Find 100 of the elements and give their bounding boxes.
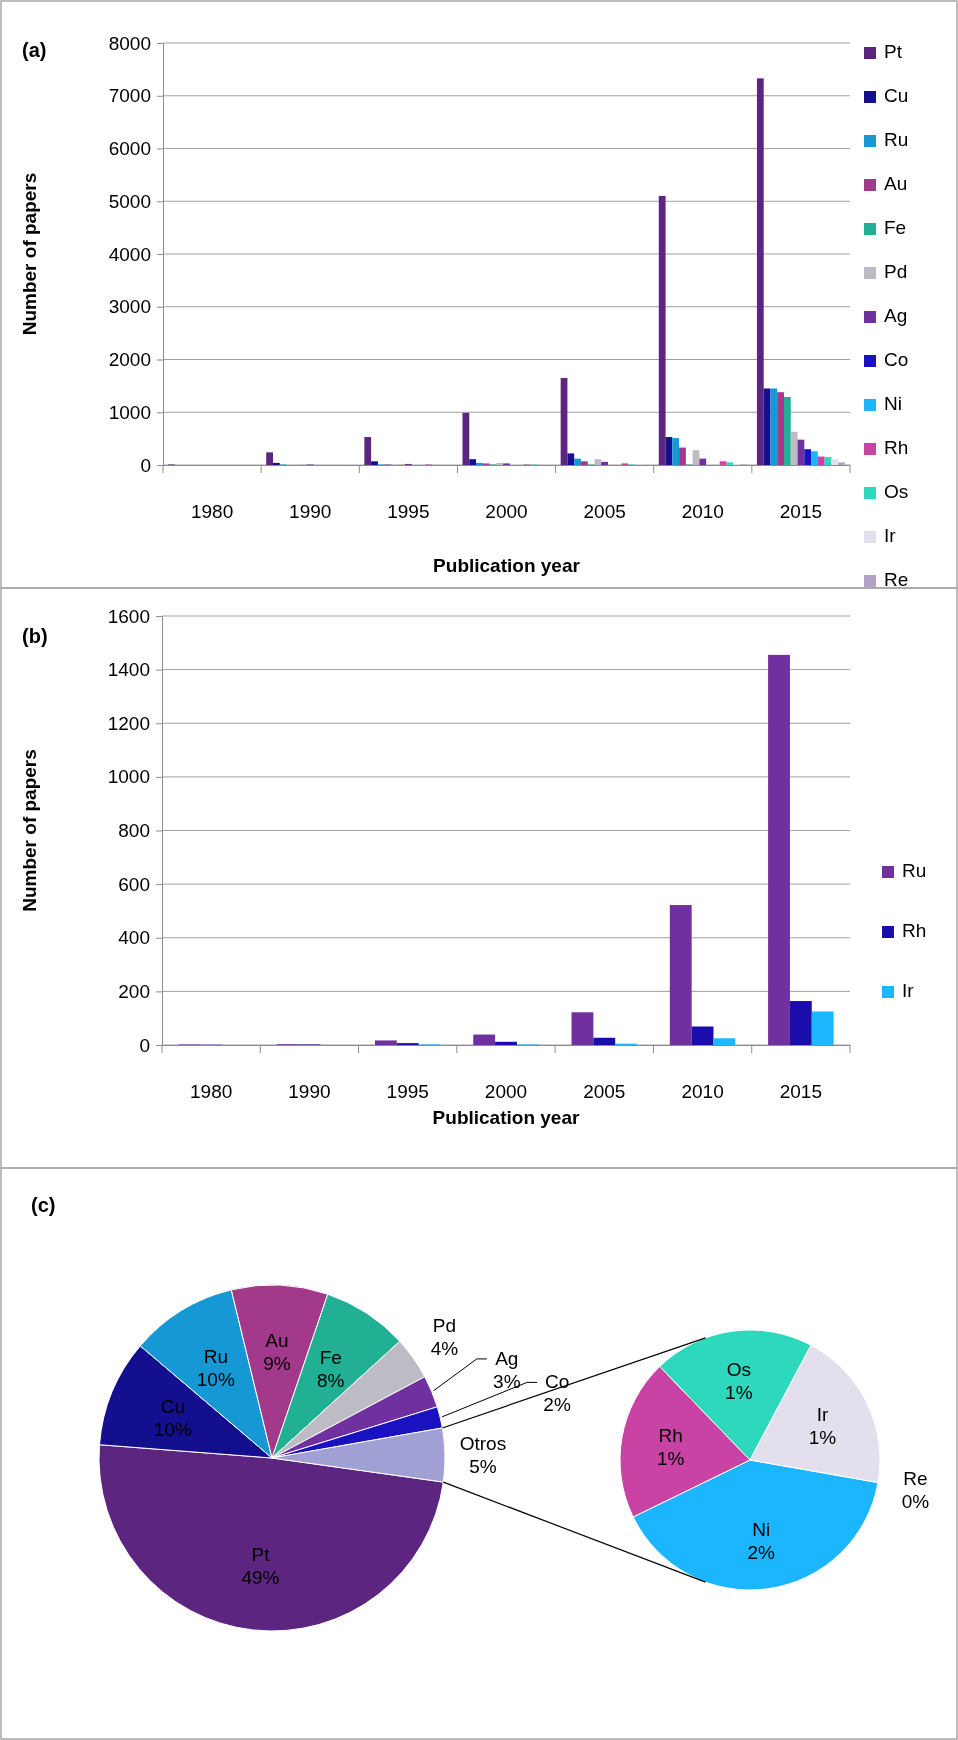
chart-title: (b) [22, 625, 48, 647]
bar [476, 462, 483, 465]
x-tick-label: 2000 [485, 501, 528, 523]
bar [699, 458, 707, 465]
bar [469, 459, 477, 465]
bar [713, 1038, 736, 1045]
legend-label: Os [884, 481, 909, 502]
legend-label: Co [884, 349, 909, 370]
slice-label: Fe [319, 1347, 342, 1369]
legend-label: Ag [884, 305, 908, 326]
bar [371, 461, 378, 465]
bar [831, 459, 839, 465]
chart-title: (a) [22, 39, 47, 61]
bar [672, 438, 680, 465]
legend-label: Ru [884, 129, 909, 150]
y-tick-label: 3000 [108, 296, 151, 318]
legend-label: Ni [884, 393, 902, 414]
bar [571, 1012, 594, 1045]
x-tick-label: 2000 [484, 1081, 528, 1103]
text: 0% [901, 1491, 930, 1513]
bar [658, 195, 666, 465]
bar [719, 461, 727, 465]
slice-label: Os [726, 1359, 751, 1381]
y-tick-label: 400 [118, 927, 150, 949]
x-tick-label: 1995 [387, 501, 430, 523]
x-tick-label: 2015 [779, 501, 823, 523]
x-axis-title: Publication year [433, 555, 581, 576]
slice-label: Co [544, 1371, 570, 1393]
y-tick-label: 1000 [108, 401, 151, 423]
legend-label: Ru [902, 860, 927, 881]
legend-label: Pd [884, 261, 908, 282]
slice-label: Otros [459, 1433, 507, 1455]
bar [593, 1037, 616, 1045]
legend-label: Pt [884, 41, 903, 62]
bar [770, 388, 778, 465]
data-label: 8% [317, 1370, 345, 1392]
bar [496, 462, 504, 465]
y-tick-label: 4000 [108, 243, 151, 265]
x-axis-title: Publication year [432, 1107, 580, 1128]
legend-label: Re [884, 569, 909, 590]
y-tick-label: 1400 [107, 659, 150, 681]
bar [692, 450, 700, 465]
data-label: 1% [656, 1448, 685, 1469]
bar [726, 462, 734, 465]
data-label: 10% [153, 1419, 192, 1441]
data-label: 49% [241, 1566, 280, 1588]
bar [691, 1026, 714, 1045]
x-tick-label: 1990 [288, 1081, 331, 1103]
bar [374, 1040, 397, 1045]
data-label: 3% [493, 1370, 521, 1392]
bar [495, 1041, 517, 1045]
x-tick-label: 1990 [289, 501, 332, 523]
legend-label: Rh [884, 437, 909, 458]
bar [777, 392, 785, 465]
bar [756, 78, 764, 465]
category-label: Re [903, 1468, 928, 1490]
bar [679, 447, 686, 465]
legend-label: Ir [902, 980, 915, 1001]
data-label: 4% [430, 1338, 459, 1360]
x-tick-label: 1980 [190, 501, 234, 523]
y-tick-label: 5000 [108, 190, 151, 212]
bar [804, 449, 812, 465]
legend-label: Ir [884, 525, 897, 546]
bar [364, 437, 372, 465]
y-tick-label: 1200 [107, 712, 150, 734]
data-label: 9% [263, 1352, 291, 1374]
legend-label: Cu [884, 85, 909, 106]
legend-label: Rh [902, 920, 927, 941]
bar [817, 456, 825, 465]
bar [594, 459, 602, 465]
slice-label: Ag [495, 1347, 519, 1369]
y-tick-label: 6000 [108, 138, 151, 160]
y-tick-label: 800 [118, 820, 150, 842]
chart-title: (c) [31, 1194, 56, 1216]
bar [790, 431, 798, 465]
y-tick-label: 0 [139, 1034, 150, 1056]
slice-label: Pd [432, 1315, 457, 1337]
bar [811, 1011, 834, 1045]
slice-label: Pt [251, 1543, 271, 1565]
legend-label: Au [884, 173, 908, 194]
slice-label: Ru [203, 1345, 228, 1367]
x-tick-label: 2005 [583, 1081, 626, 1103]
slice-label: Au [265, 1329, 289, 1351]
slice-label: Cu [160, 1396, 185, 1418]
y-tick-label: 2000 [108, 349, 151, 371]
bar [784, 396, 791, 465]
bar [811, 451, 818, 465]
x-tick-label: 1980 [190, 1081, 233, 1103]
x-tick-label: 1995 [386, 1081, 429, 1103]
legend-label: Fe [884, 217, 907, 238]
y-axis-title: Number of papers [19, 172, 40, 336]
data-label: 1% [808, 1426, 837, 1448]
data-label: 10% [196, 1368, 235, 1390]
data-label: 2% [747, 1541, 776, 1563]
x-tick-label: 2005 [583, 501, 626, 523]
bar [567, 453, 575, 465]
y-axis-title: Number of papers [19, 749, 40, 912]
data-label: 2% [543, 1394, 571, 1416]
bar [669, 905, 692, 1045]
bar [473, 1034, 496, 1045]
